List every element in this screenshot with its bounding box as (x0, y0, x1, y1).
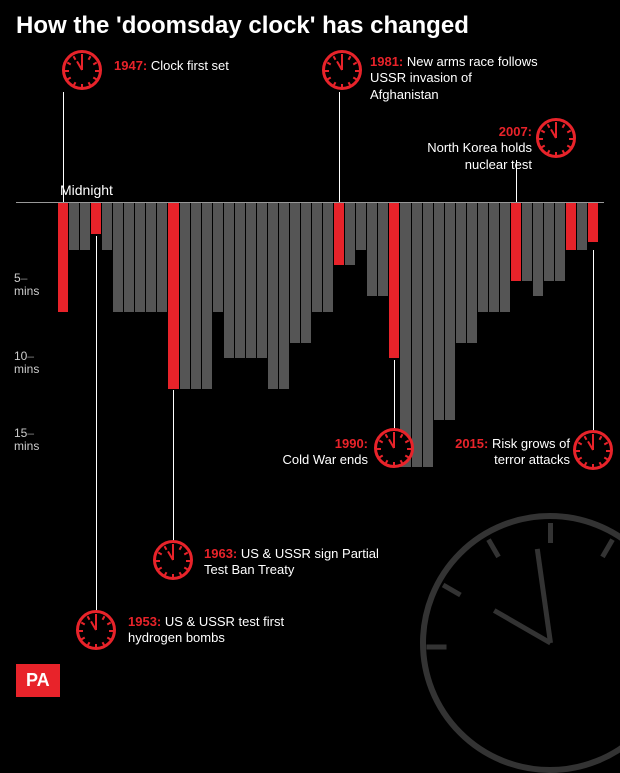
annotation-year: 1990: (335, 436, 368, 451)
bar (246, 203, 256, 358)
bar (180, 203, 190, 389)
leader-line (173, 390, 174, 542)
annotation-year: 2015: (455, 436, 488, 451)
bar (588, 203, 598, 242)
bar (312, 203, 322, 312)
bar (235, 203, 245, 358)
bar (400, 203, 410, 467)
bar (334, 203, 344, 265)
bar (58, 203, 68, 312)
bar (412, 203, 422, 467)
bar (135, 203, 145, 312)
bar (191, 203, 201, 389)
annotation-text: Cold War ends (283, 452, 369, 467)
clock-icon (374, 428, 414, 468)
annotation-text: Risk grows of terror attacks (492, 436, 570, 467)
annotation-1947: 1947: Clock first set (114, 58, 264, 74)
annotation-text: Clock first set (151, 58, 229, 73)
leader-line (593, 250, 594, 432)
source-badge: PA (16, 664, 60, 697)
bar (224, 203, 234, 358)
bar (323, 203, 333, 312)
bar (213, 203, 223, 312)
leader-line (516, 160, 517, 202)
bar (69, 203, 79, 250)
clock-icon (322, 50, 362, 90)
bar (268, 203, 278, 389)
clock-icon (76, 610, 116, 650)
bar (511, 203, 521, 281)
bar (345, 203, 355, 265)
bar (544, 203, 554, 281)
bar (522, 203, 532, 281)
annotation-1981: 1981: New arms race follows USSR invasio… (370, 54, 540, 103)
bar (102, 203, 112, 250)
bar (80, 203, 90, 250)
bar (566, 203, 576, 250)
bar (434, 203, 444, 420)
annotation-year: 2007: (499, 124, 532, 139)
bar (356, 203, 366, 250)
bar (533, 203, 543, 296)
bar (91, 203, 101, 234)
clock-icon (536, 118, 576, 158)
annotation-1990: 1990: Cold War ends (268, 436, 368, 469)
bar (423, 203, 433, 467)
bar (257, 203, 267, 358)
bar (367, 203, 377, 296)
bar (279, 203, 289, 389)
bar (577, 203, 587, 250)
bar (202, 203, 212, 389)
bar (124, 203, 134, 312)
clock-icon (62, 50, 102, 90)
bar (168, 203, 178, 389)
annotation-year: 1953: (128, 614, 161, 629)
y-tick-10: 10–mins (14, 350, 39, 376)
bar (489, 203, 499, 312)
leader-line (96, 236, 97, 612)
clock-icon (153, 540, 193, 580)
chart-title: How the 'doomsday clock' has changed (0, 0, 620, 48)
annotation-1953: 1953: US & USSR test first hydrogen bomb… (128, 614, 298, 647)
annotation-year: 1963: (204, 546, 237, 561)
leader-line (394, 360, 395, 430)
annotation-2007: 2007: North Korea holds nuclear test (402, 124, 532, 173)
bar (478, 203, 488, 312)
bar (157, 203, 167, 312)
bar (445, 203, 455, 420)
bar (500, 203, 510, 312)
annotation-1963: 1963: US & USSR sign Partial Test Ban Tr… (204, 546, 384, 579)
annotation-year: 1981: (370, 54, 403, 69)
bar (555, 203, 565, 281)
bar (389, 203, 399, 358)
bar (290, 203, 300, 343)
bar (378, 203, 388, 296)
leader-line (339, 92, 340, 202)
bar (467, 203, 477, 343)
annotation-year: 1947: (114, 58, 147, 73)
y-tick-15: 15–mins (14, 427, 39, 453)
bar (456, 203, 466, 343)
bar (301, 203, 311, 343)
clock-icon (573, 430, 613, 470)
decorative-clock-icon (420, 513, 620, 773)
annotation-2015: 2015: Risk grows of terror attacks (450, 436, 570, 469)
bar (113, 203, 123, 312)
midnight-label: Midnight (60, 182, 113, 198)
bar (146, 203, 156, 312)
y-tick-5: 5–mins (14, 272, 39, 298)
